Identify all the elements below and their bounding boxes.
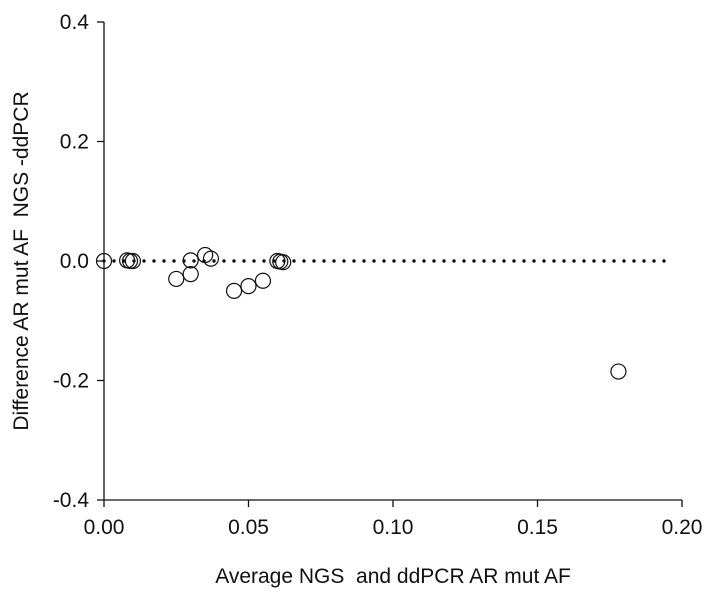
x-tick-label: 0.00 (84, 516, 125, 539)
x-ticks: 0.00 0.05 0.10 0.15 0.20 (84, 500, 703, 539)
data-point (168, 270, 185, 288)
y-tick-label: -0.2 (53, 370, 89, 393)
y-tick-label: -0.4 (53, 489, 90, 512)
y-tick-label: 0.2 (60, 131, 89, 154)
data-point (95, 252, 113, 270)
data-point (182, 266, 199, 283)
data-point (124, 252, 141, 270)
data-point (275, 254, 292, 271)
x-tick-label: 0.10 (373, 516, 414, 539)
x-axis-label: Average NGS and ddPCR AR mut AF (215, 565, 571, 588)
y-tick-label: 0.4 (60, 11, 90, 34)
x-tick-label: 0.15 (517, 516, 558, 539)
data-points (95, 246, 627, 380)
data-point (182, 252, 199, 269)
data-point (610, 363, 627, 380)
y-tick-label: 0.0 (60, 250, 89, 273)
data-point (225, 282, 243, 299)
y-axis-label: Difference AR mut AF NGS -ddPCR (10, 91, 33, 430)
y-ticks: -0.4 -0.2 0.0 0.2 0.4 (53, 11, 104, 512)
data-point (240, 277, 257, 295)
data-point (254, 272, 272, 289)
x-tick-label: 0.05 (228, 516, 269, 539)
x-tick-label: 0.20 (662, 516, 703, 539)
data-point (202, 250, 220, 267)
